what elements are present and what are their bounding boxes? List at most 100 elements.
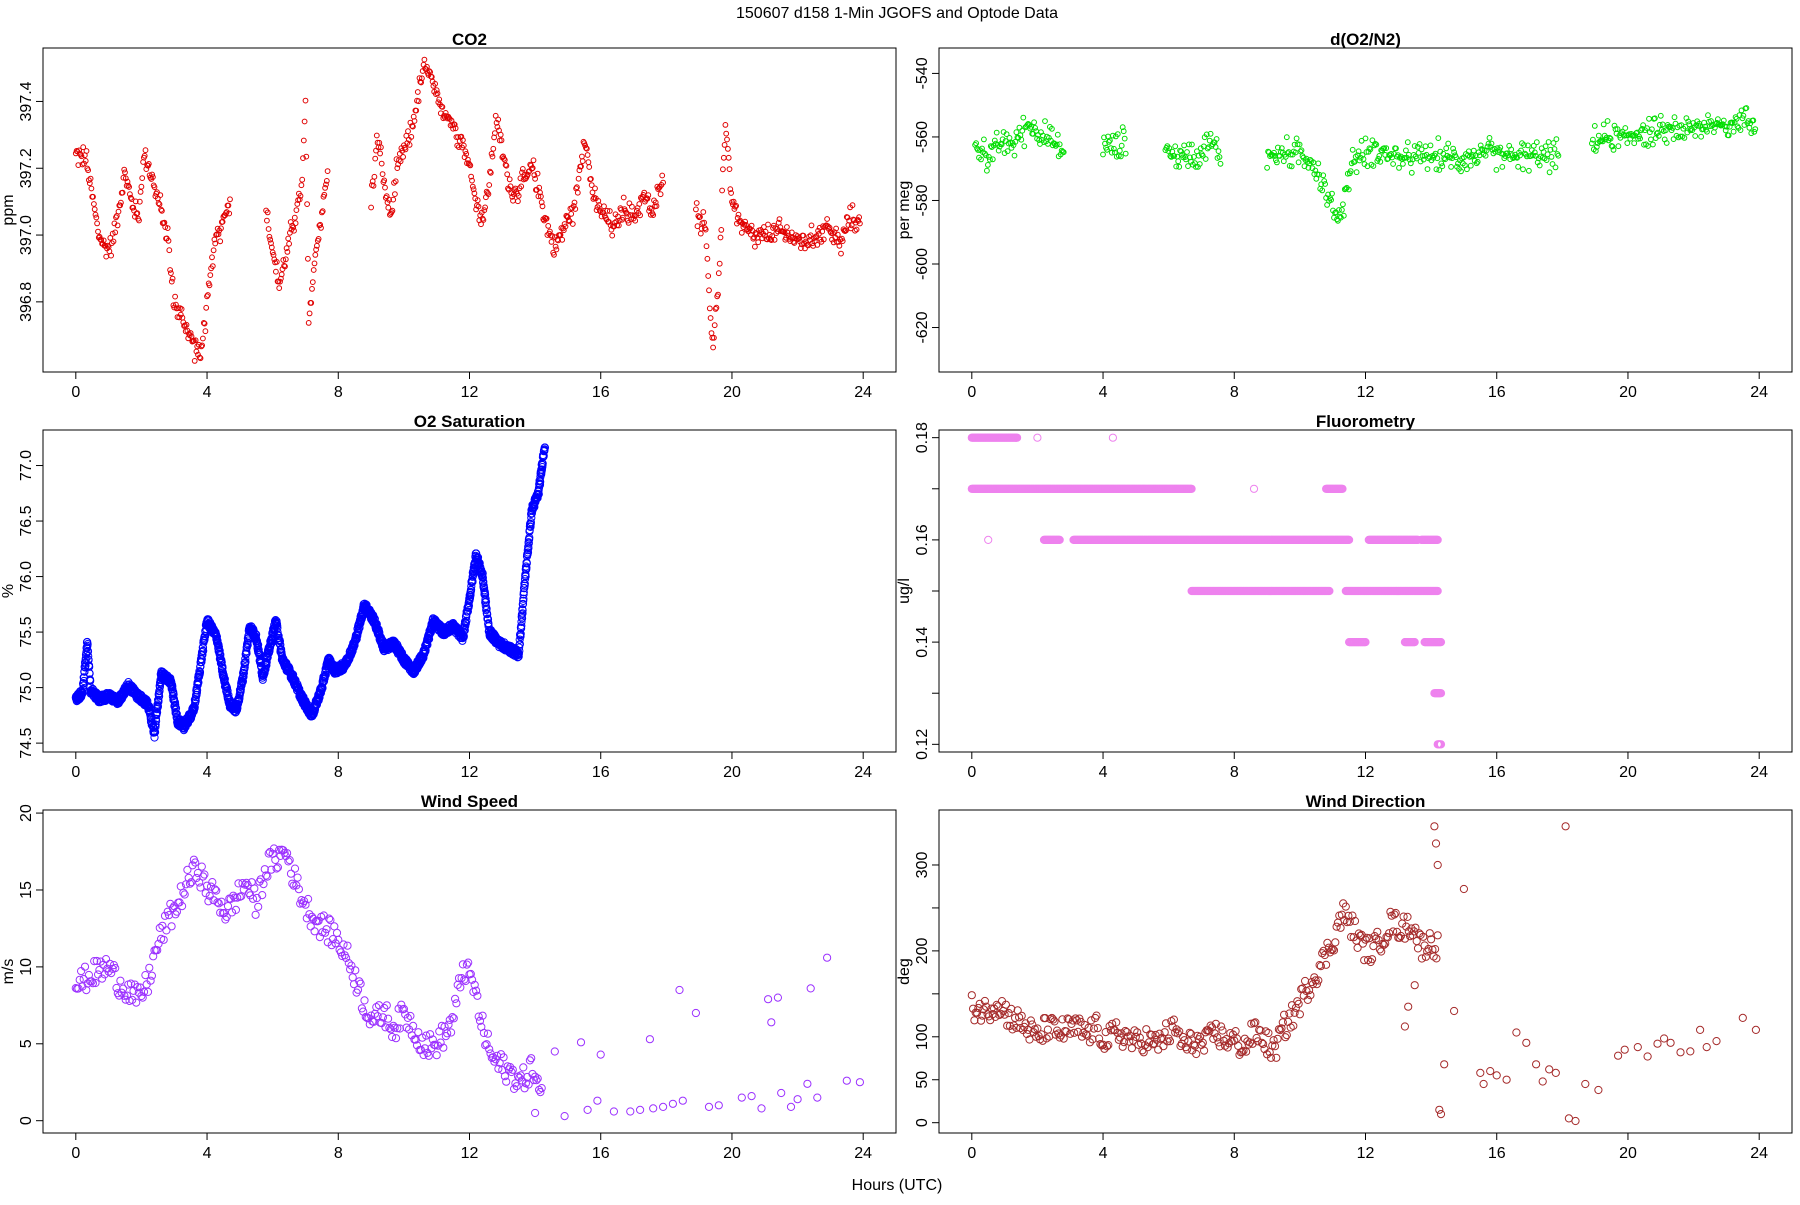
- data-point: [84, 149, 89, 154]
- data-point: [96, 229, 101, 234]
- data-point: [1216, 149, 1221, 154]
- data-point: [660, 173, 665, 178]
- data-point: [1632, 141, 1637, 146]
- y-tick-label: -560: [914, 121, 931, 153]
- y-axis-label: ppm: [0, 194, 17, 225]
- data-point: [265, 218, 270, 223]
- data-point: [704, 244, 709, 249]
- data-point: [1101, 152, 1106, 157]
- data-point: [92, 207, 97, 212]
- data-point: [310, 287, 315, 292]
- data-point: [1516, 164, 1521, 169]
- data-point: [580, 154, 585, 159]
- data-point: [575, 190, 580, 195]
- x-tick-label: 4: [203, 764, 212, 781]
- data-point: [277, 286, 282, 291]
- data-point: [1444, 146, 1449, 151]
- data-point: [1546, 140, 1551, 145]
- data-point: [580, 159, 585, 164]
- data-point: [1294, 136, 1299, 141]
- data-point: [299, 183, 304, 188]
- x-tick-label: 12: [1357, 764, 1375, 781]
- data-point: [1109, 434, 1116, 441]
- data-point: [1527, 168, 1532, 173]
- data-point: [570, 222, 575, 227]
- panel-title: d(O2/N2): [1330, 30, 1401, 49]
- data-point: [1265, 165, 1270, 170]
- y-tick-label: 0.14: [914, 626, 931, 657]
- data-point: [586, 160, 591, 165]
- x-tick-label: 24: [1750, 764, 1768, 781]
- data-point: [576, 176, 581, 181]
- data-point: [1316, 161, 1321, 166]
- data-point: [707, 306, 712, 311]
- data-point: [549, 240, 554, 245]
- data-point: [374, 133, 379, 138]
- data-point: [1521, 167, 1526, 172]
- data-point: [1592, 124, 1597, 129]
- x-tick-label: 0: [967, 764, 976, 781]
- data-point: [379, 161, 384, 166]
- data-point: [736, 212, 741, 217]
- data-point: [1363, 136, 1368, 141]
- y-axis-label: %: [0, 584, 17, 598]
- data-point: [1177, 164, 1182, 169]
- data-point: [104, 254, 109, 259]
- data-point: [1436, 136, 1441, 141]
- data-point: [490, 154, 495, 159]
- data-point: [982, 137, 987, 142]
- data-point: [1203, 157, 1208, 162]
- data-point: [753, 244, 758, 249]
- data-point: [228, 197, 233, 202]
- data-point: [380, 172, 385, 177]
- data-point: [1409, 170, 1414, 175]
- data-point: [203, 329, 208, 334]
- data-point: [1032, 120, 1037, 125]
- plot-frame: [939, 48, 1792, 372]
- data-point: [1616, 144, 1621, 149]
- data-point: [766, 222, 771, 227]
- data-point: [694, 201, 699, 206]
- data-point: [707, 288, 712, 293]
- data-point: [123, 170, 128, 175]
- data-point: [1043, 119, 1048, 124]
- data-point: [726, 155, 731, 160]
- data-point: [140, 176, 145, 181]
- data-point: [505, 172, 510, 177]
- x-tick-label: 20: [1619, 384, 1637, 401]
- y-tick-label: 75.0: [18, 672, 35, 703]
- figure-xlabel: Hours (UTC): [852, 1177, 943, 1194]
- data-point: [1487, 136, 1492, 141]
- data-point: [825, 217, 830, 222]
- data-point: [1468, 163, 1473, 168]
- data-point: [1672, 115, 1677, 120]
- data-point: [694, 207, 699, 212]
- data-point: [211, 248, 216, 253]
- data-point: [1377, 154, 1382, 159]
- data-point: [1471, 148, 1476, 153]
- data-point: [1017, 125, 1022, 130]
- y-tick-label: 397.4: [18, 81, 35, 121]
- panel-title: CO2: [452, 30, 487, 49]
- data-point: [719, 228, 724, 233]
- data-point: [312, 261, 317, 266]
- data-point: [739, 230, 744, 235]
- data-point: [1649, 137, 1654, 142]
- data-point: [1712, 130, 1717, 135]
- x-tick-label: 16: [592, 384, 610, 401]
- data-point: [89, 186, 94, 191]
- data-point: [569, 212, 574, 217]
- data-point: [726, 147, 731, 152]
- y-tick-label: 396.8: [18, 282, 35, 322]
- data-point: [1605, 119, 1610, 124]
- data-point: [1446, 141, 1451, 146]
- x-tick-label: 24: [854, 384, 872, 401]
- data-point: [718, 235, 723, 240]
- data-point: [708, 316, 713, 321]
- data-point: [1405, 140, 1410, 145]
- x-tick-label: 0: [71, 764, 80, 781]
